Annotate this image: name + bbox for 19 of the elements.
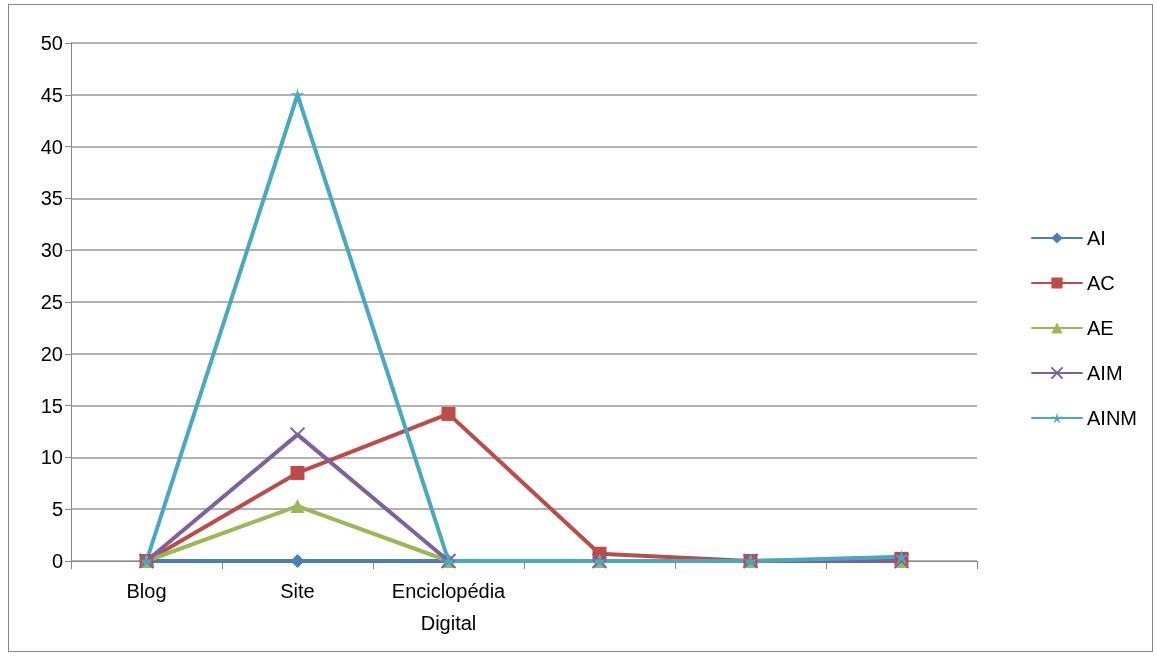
legend-label: AIM xyxy=(1087,362,1123,384)
legend-label: AE xyxy=(1087,317,1114,339)
x-tick-label: Blog xyxy=(126,580,167,602)
y-tick-label: 40 xyxy=(40,135,63,158)
x-tick-label: Enciclopédia Digital xyxy=(391,580,507,634)
y-tick-label: 25 xyxy=(40,291,63,313)
y-tick-label: 0 xyxy=(51,550,63,572)
x-tick-label: Site xyxy=(280,580,315,602)
y-tick-label: 30 xyxy=(40,239,63,262)
legend-label: AC xyxy=(1087,272,1115,294)
y-tick-label: 15 xyxy=(40,394,63,417)
y-tick-label: 50 xyxy=(40,32,63,54)
legend-label: AINM xyxy=(1087,407,1137,429)
y-tick-label: 45 xyxy=(40,83,63,106)
y-tick-label: 5 xyxy=(51,498,63,521)
y-tick-label: 20 xyxy=(40,342,63,365)
y-tick-label: 10 xyxy=(40,446,63,469)
legend-label: AI xyxy=(1087,227,1106,249)
y-tick-label: 35 xyxy=(40,187,63,210)
